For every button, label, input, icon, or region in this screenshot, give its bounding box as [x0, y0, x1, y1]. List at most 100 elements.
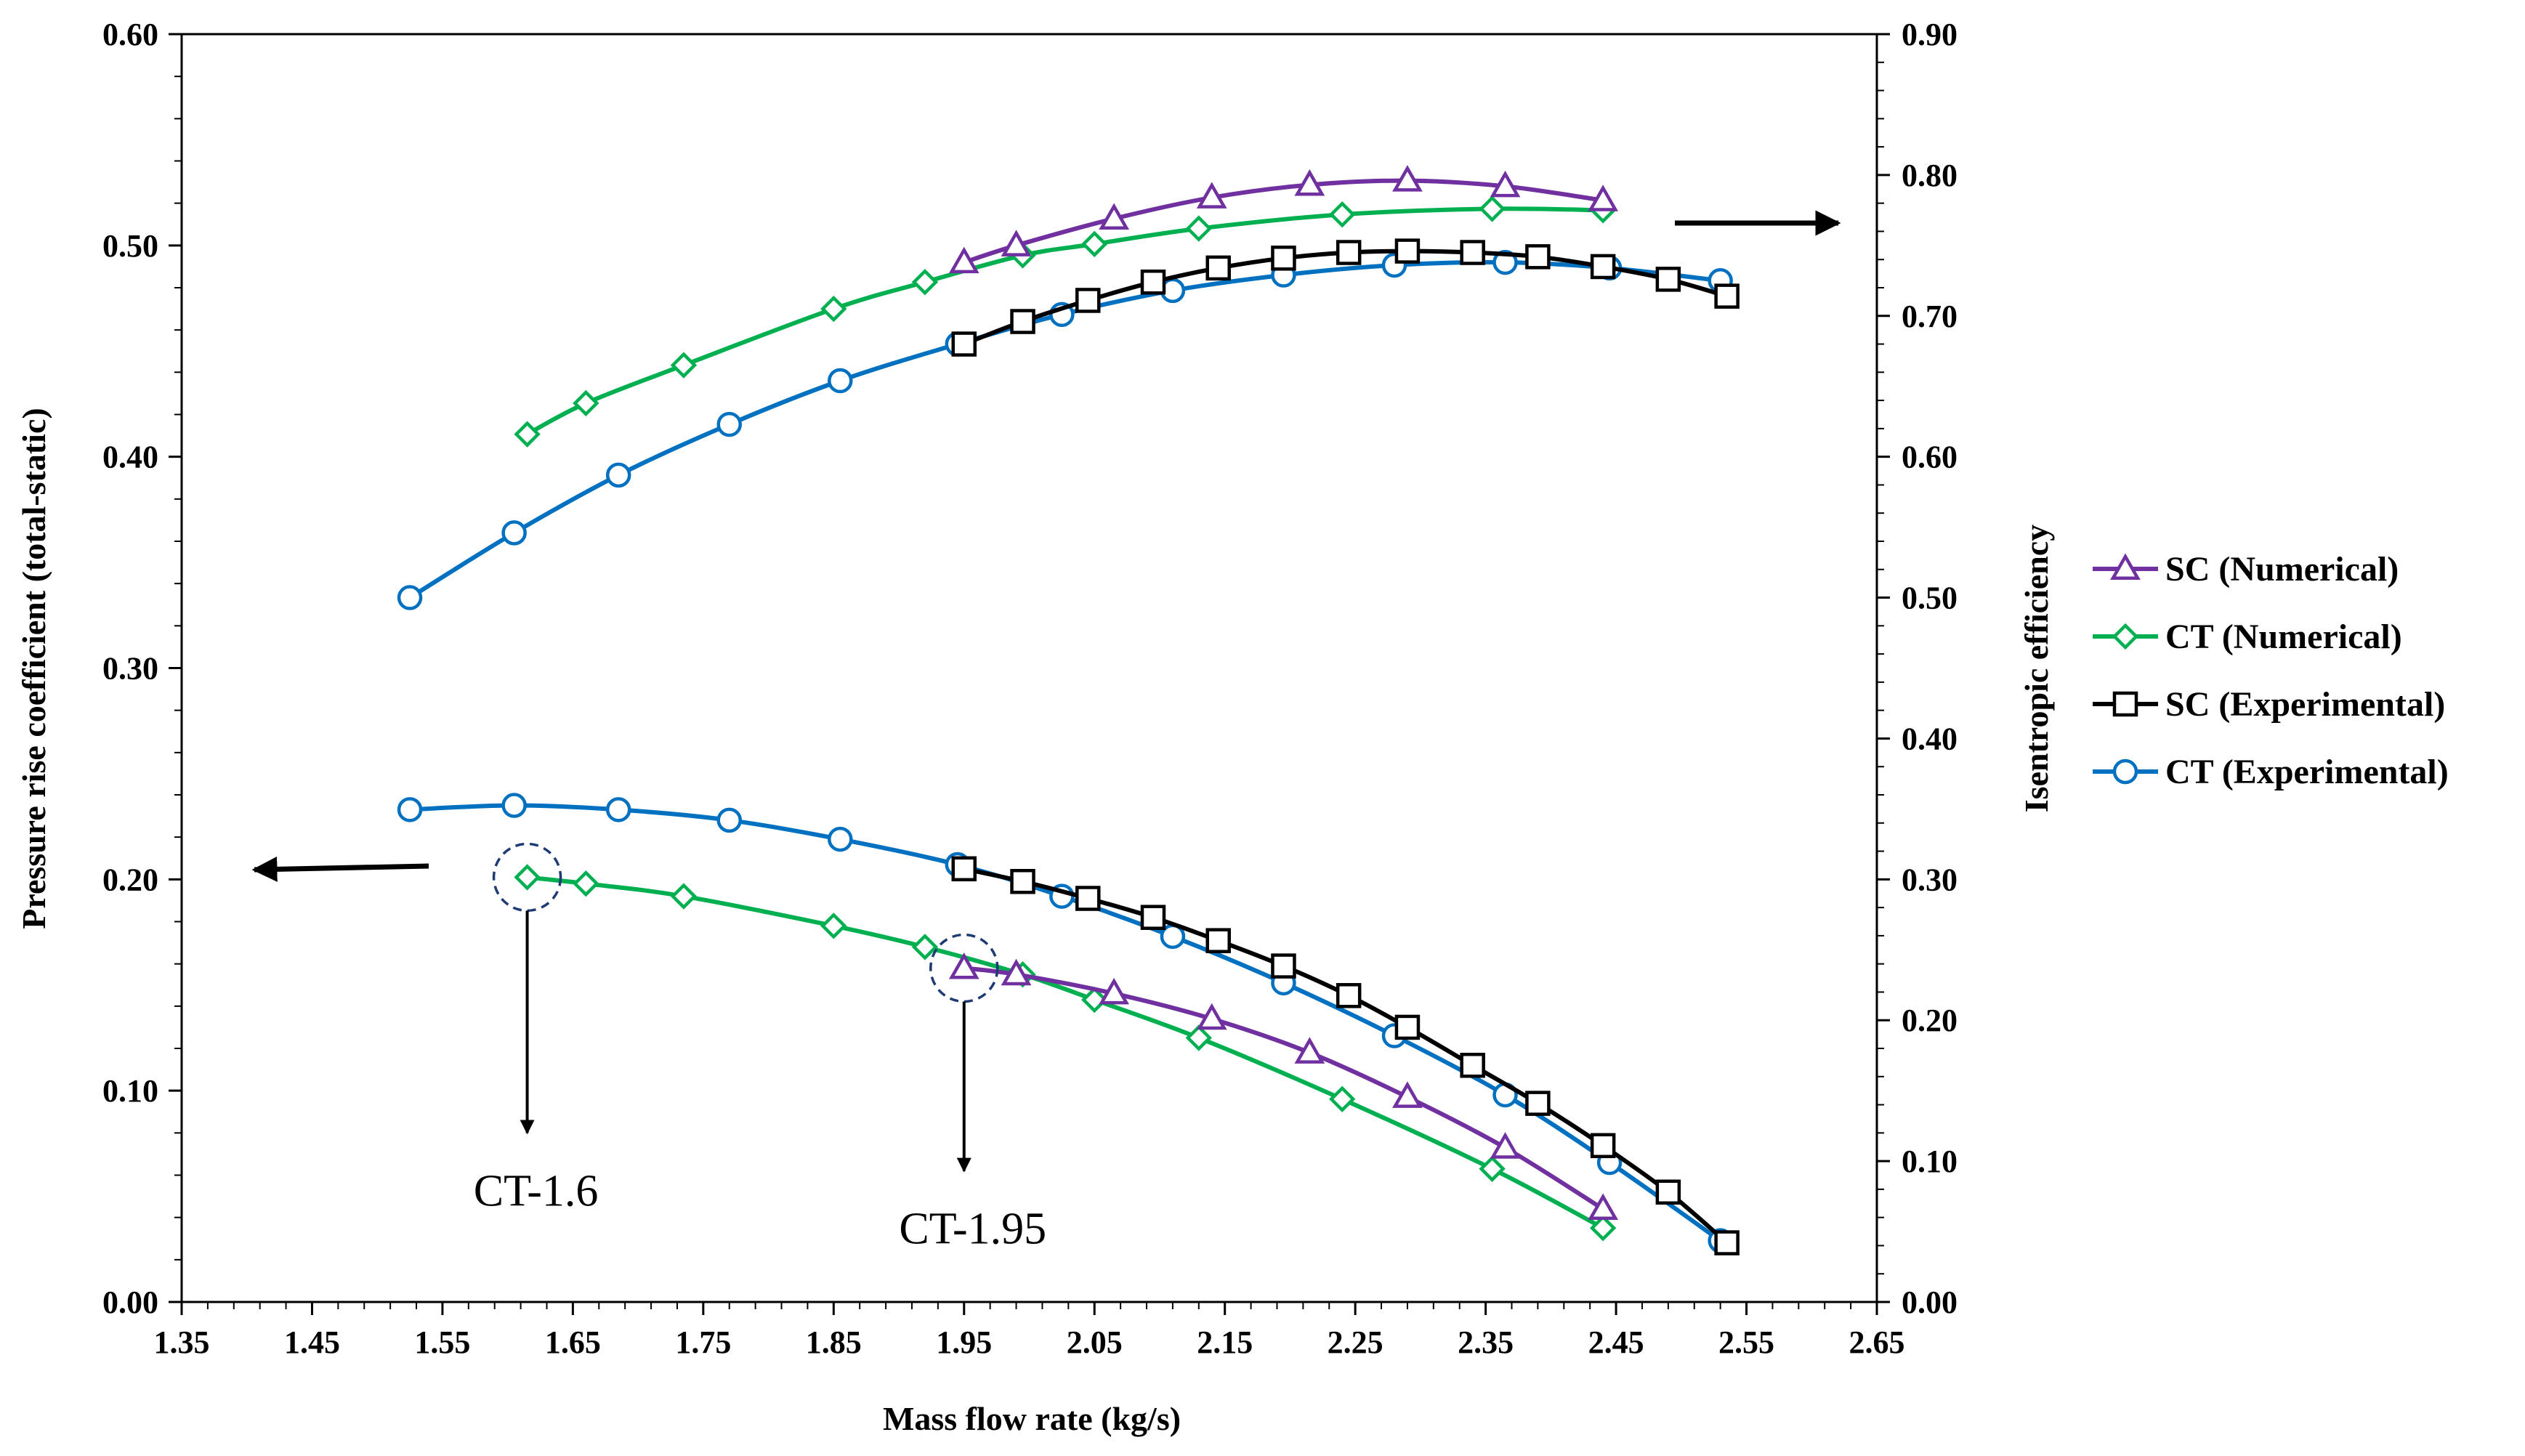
x-axis-title: Mass flow rate (kg/s) — [883, 1400, 1181, 1437]
y-right-tick-label: 0.90 — [1902, 17, 1958, 52]
legend-entry: CT (Experimental) — [2093, 753, 2449, 791]
data-point — [1479, 195, 1506, 222]
annotation-circle — [929, 933, 999, 1003]
data-point — [1588, 1193, 1619, 1221]
data-point — [1479, 1155, 1506, 1182]
data-point — [911, 934, 939, 960]
data-point — [1271, 953, 1296, 979]
data-point — [1081, 986, 1108, 1014]
data-point — [1394, 238, 1421, 264]
axis-ticks: 1.35 1.45 1.55 1.65 1.75 1.85 1.95 2.05 2.15 2.25… — [102, 17, 1958, 1360]
data-point — [1001, 230, 1032, 256]
y-axis-title: Pressure rise coefficient (total-static) — [15, 408, 52, 929]
data-point — [1336, 240, 1362, 265]
data-point — [828, 826, 853, 852]
y-right-tick-label: 0.40 — [1902, 721, 1958, 756]
data-point — [1075, 288, 1101, 313]
x-tick-label: 2.15 — [1197, 1324, 1253, 1360]
legend-entry: SC (Experimental) — [2093, 685, 2445, 724]
data-point — [670, 352, 698, 379]
y-right-tick-label: 0.70 — [1902, 299, 1958, 334]
x-tick-label: 2.45 — [1588, 1324, 1644, 1360]
legend: SC (Numerical) CT (Numerical) SC (Experime… — [2093, 550, 2449, 791]
data-point — [573, 870, 599, 897]
legend-marker — [2112, 759, 2138, 785]
data-point — [1185, 1024, 1212, 1051]
x-tick-label: 2.35 — [1458, 1324, 1514, 1360]
data-point — [716, 807, 742, 833]
data-point — [1075, 886, 1101, 911]
data-point — [1714, 1230, 1740, 1255]
data-point — [1525, 244, 1551, 270]
data-point — [1294, 1037, 1325, 1064]
legend-label: CT (Numerical) — [2165, 618, 2402, 656]
data-point — [573, 389, 599, 417]
y-tick-label: 0.50 — [102, 228, 158, 264]
data-point — [1525, 1091, 1551, 1116]
data-point — [1099, 203, 1130, 230]
y-right-tick-label: 0.10 — [1902, 1144, 1958, 1179]
data-point — [1205, 255, 1231, 281]
legend-label: SC (Numerical) — [2165, 550, 2399, 589]
series-sc-experimental-pressure — [951, 856, 1740, 1255]
data-point — [1394, 1014, 1421, 1040]
x-tick-label: 1.95 — [936, 1324, 992, 1360]
data-point — [1655, 1179, 1681, 1205]
data-point — [820, 913, 847, 939]
data-point — [911, 269, 939, 296]
x-tick-label: 1.55 — [414, 1324, 470, 1360]
data-point — [1392, 1081, 1423, 1108]
data-point — [1010, 309, 1035, 334]
x-tick-label: 1.65 — [545, 1324, 601, 1360]
legend-marker — [2112, 691, 2138, 717]
y-right-tick-label: 0.30 — [1902, 862, 1958, 897]
data-point — [1490, 1132, 1521, 1159]
x-tick-label: 1.85 — [806, 1324, 862, 1360]
data-point — [605, 797, 631, 822]
data-point — [1196, 182, 1227, 209]
data-point — [948, 952, 979, 979]
data-point — [1492, 249, 1518, 275]
data-point — [1590, 1133, 1616, 1159]
series-ct-numerical-efficiency — [514, 195, 1617, 448]
x-tick-label: 1.35 — [154, 1324, 210, 1360]
x-tick-label: 1.75 — [675, 1324, 731, 1360]
y-tick-label: 0.00 — [102, 1285, 158, 1320]
annotation-label: CT-1.95 — [899, 1205, 1046, 1254]
legend-entry: SC (Numerical) — [2093, 550, 2399, 589]
data-point — [1140, 905, 1166, 930]
data-point — [1392, 165, 1423, 192]
data-point — [1460, 1053, 1485, 1078]
data-point — [716, 411, 742, 437]
annotations-layer: CT-1.6 CT-1.95 — [474, 842, 1046, 1254]
data-point — [951, 331, 977, 357]
data-point — [397, 797, 423, 822]
series-sc-numerical-efficiency — [948, 165, 1619, 274]
data-point — [1329, 201, 1356, 228]
data-point — [828, 368, 853, 394]
data-point — [1590, 254, 1616, 280]
legend-entry: CT (Numerical) — [2093, 618, 2402, 656]
data-point — [1294, 169, 1325, 196]
annotation-circle — [492, 842, 562, 913]
x-tick-label: 1.45 — [284, 1324, 340, 1360]
data-point — [1196, 1003, 1227, 1030]
data-point — [514, 864, 541, 891]
y-right-tick-label: 0.20 — [1902, 1003, 1958, 1038]
series-sc-numerical-pressure — [948, 952, 1619, 1221]
data-point — [1001, 958, 1032, 986]
y-tick-label: 0.30 — [102, 651, 158, 687]
data-point — [951, 856, 977, 882]
data-point — [1205, 928, 1231, 953]
series-sc-experimental-efficiency — [951, 238, 1740, 357]
data-point — [1714, 283, 1740, 309]
data-point — [605, 462, 631, 488]
data-point — [501, 520, 527, 546]
series-layer — [397, 165, 1740, 1255]
data-point — [1655, 267, 1681, 292]
data-point — [948, 246, 979, 274]
data-point — [1336, 983, 1362, 1008]
data-point — [1140, 269, 1166, 295]
